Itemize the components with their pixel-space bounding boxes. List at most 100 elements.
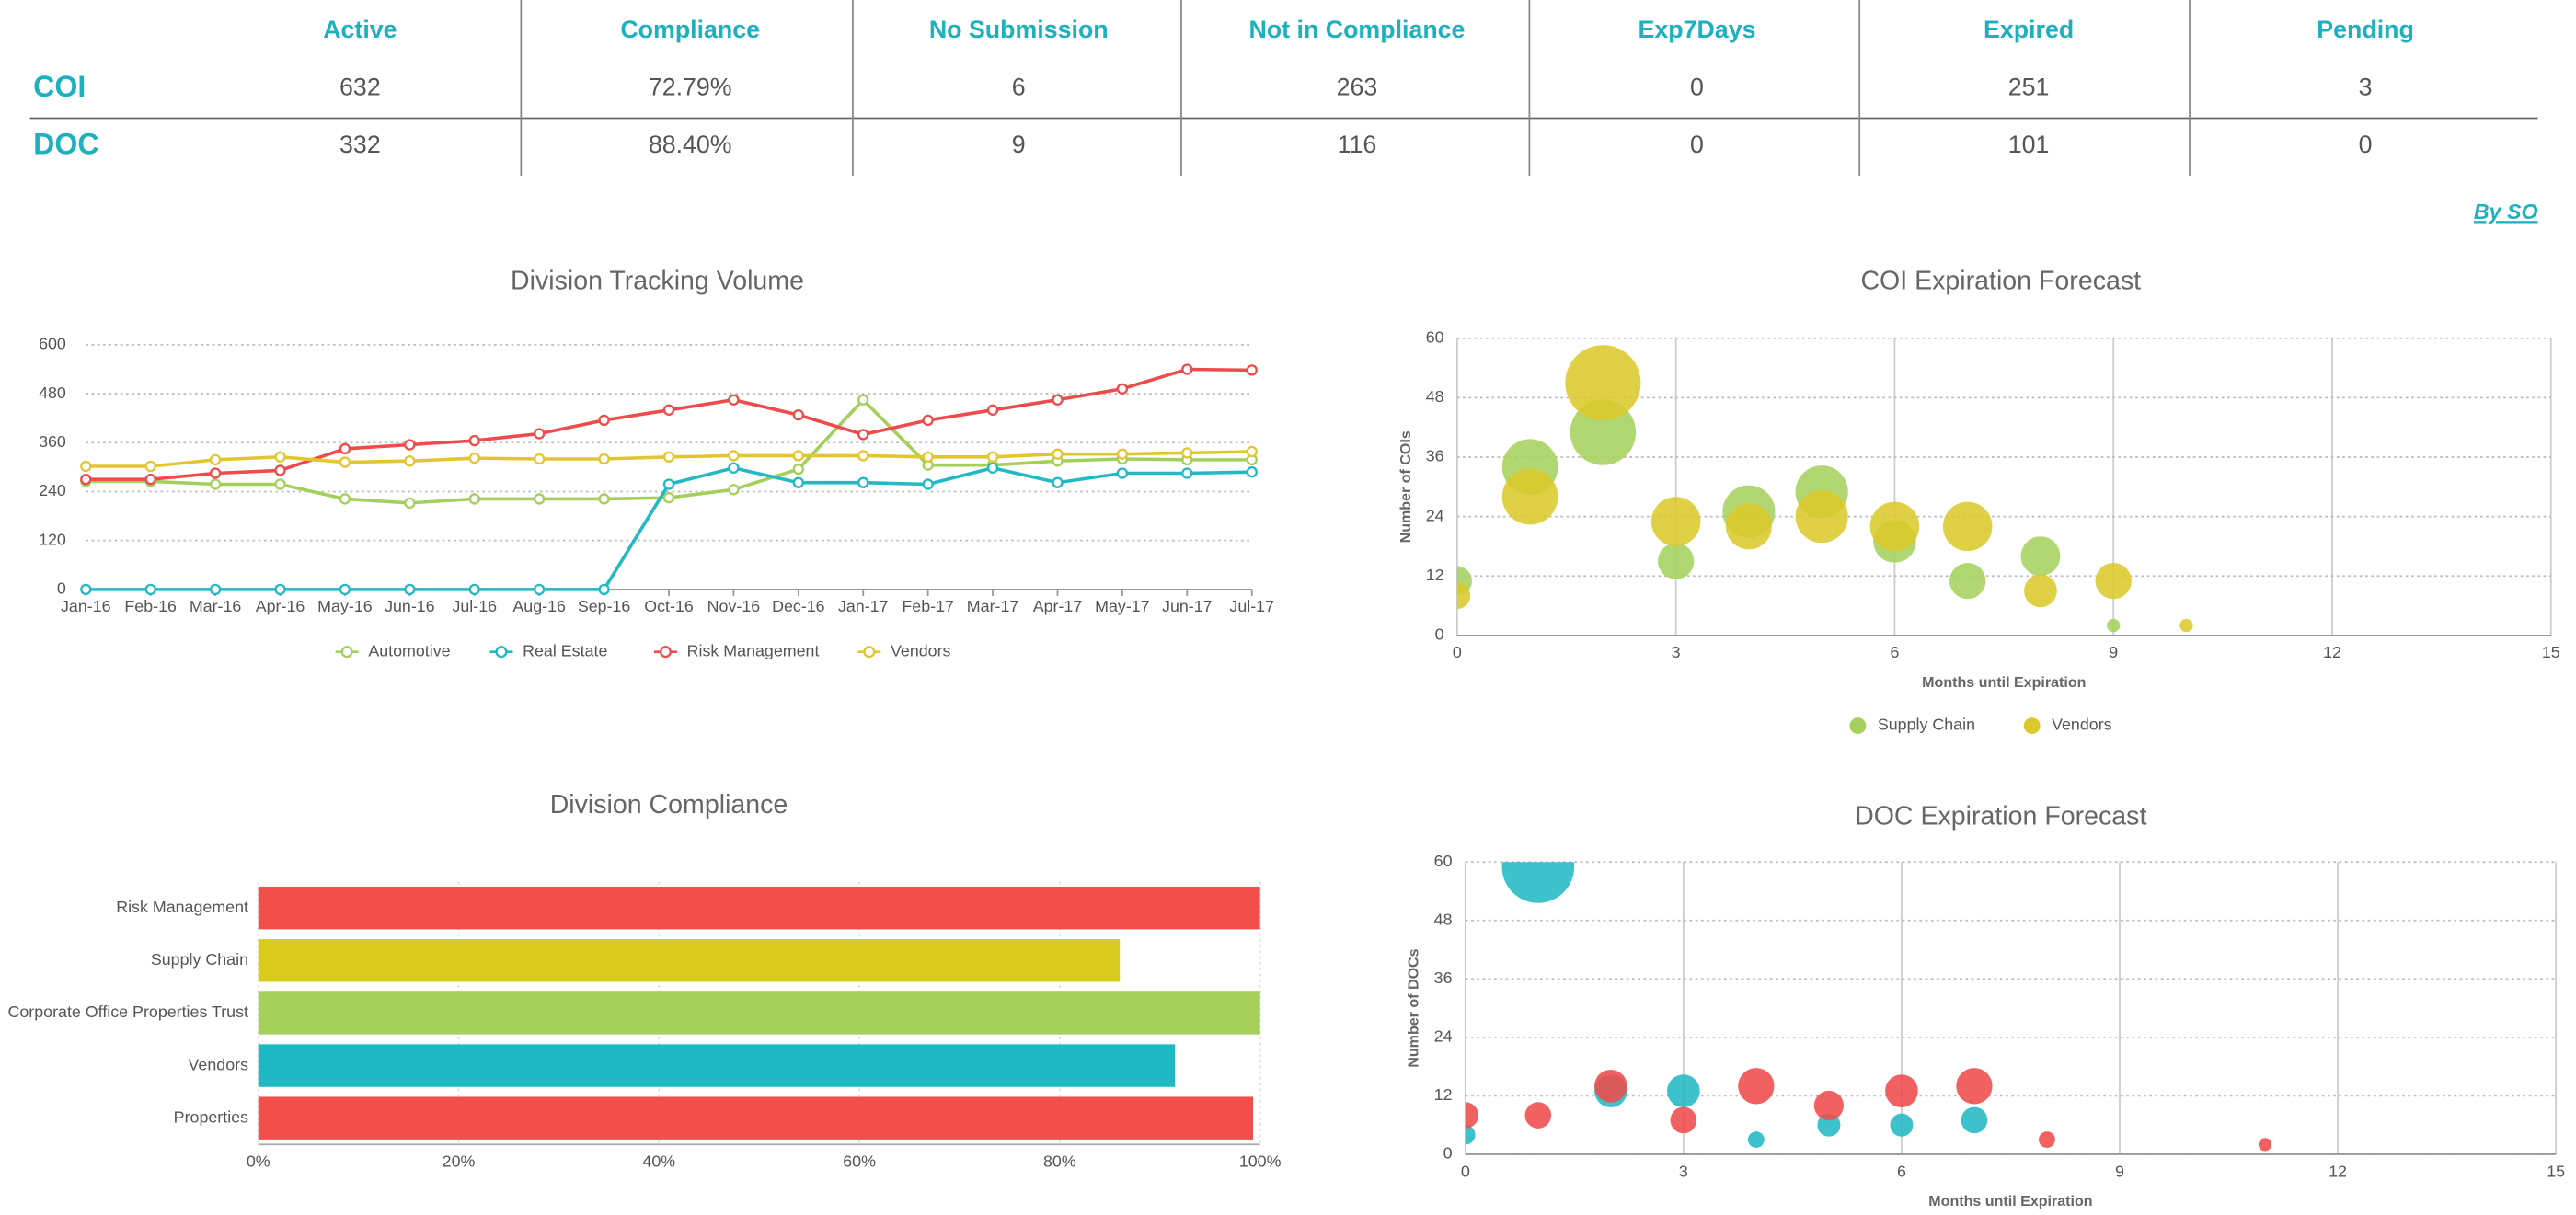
legend-label: Supply Chain [1878, 716, 1975, 734]
point [1116, 467, 1129, 479]
x-axis-label: Months until Expiration [1928, 1193, 2092, 1209]
x-tick-label: Mar-17 [967, 597, 1019, 615]
bubble [1501, 862, 1575, 903]
bubble [1885, 1074, 1918, 1107]
bubble [1456, 582, 1471, 610]
legend-label: Real Estate [523, 641, 607, 659]
table-cell: 263 [1337, 73, 1378, 100]
bubble [1738, 1068, 1775, 1105]
column-header: Expired [1984, 16, 2074, 43]
y-axis-label: Number of DOCs [1406, 948, 1422, 1067]
point [792, 476, 804, 488]
bubble [1524, 1102, 1552, 1129]
y-tick-label: 48 [1434, 910, 1453, 928]
table-cell: 116 [1338, 131, 1377, 158]
bubble [1747, 1131, 1765, 1148]
by-so-link[interactable]: By SO [2474, 200, 2538, 224]
column-header: Active [323, 16, 397, 43]
plot-area [1456, 345, 2193, 633]
legend-label: Vendors [891, 641, 951, 659]
legend-marker [1849, 717, 1867, 734]
x-tick-label: Jun-17 [1162, 597, 1213, 615]
bubble [2024, 574, 2057, 608]
table-cell: 332 [339, 131, 381, 158]
point [1246, 445, 1258, 458]
point [274, 451, 286, 463]
point [857, 476, 869, 488]
x-tick-label: Oct-16 [644, 597, 694, 615]
point [728, 462, 740, 474]
x-tick-label: 15 [2547, 1162, 2565, 1180]
bar [258, 939, 1121, 982]
x-tick-label: May-16 [317, 597, 373, 615]
point [468, 493, 480, 505]
point [534, 493, 546, 505]
bubble [2179, 618, 2193, 633]
point [662, 491, 675, 504]
point [1052, 476, 1064, 488]
point [274, 464, 286, 476]
point [274, 583, 286, 596]
point [986, 451, 999, 463]
bubble [1942, 501, 1993, 552]
category-label: Corporate Office Properties Trust [8, 1003, 249, 1021]
x-tick-label: 9 [2115, 1162, 2124, 1180]
y-axis-label: Number of COIs [1397, 430, 1414, 543]
bubble [1667, 1074, 1700, 1107]
x-tick-label: Apr-17 [1033, 597, 1083, 615]
bubble [2039, 1131, 2055, 1148]
point [1181, 467, 1193, 479]
point [468, 583, 480, 596]
bubble [2258, 1138, 2272, 1152]
x-tick-label: 3 [1679, 1162, 1688, 1180]
point [144, 474, 156, 486]
bar [258, 1096, 1254, 1140]
plot-area [1465, 862, 2272, 1152]
point [1052, 394, 1064, 406]
bar [258, 886, 1260, 930]
point [404, 455, 416, 467]
point [792, 463, 804, 476]
x-tick-label: 0% [247, 1152, 270, 1171]
point [209, 467, 222, 479]
table-cell: 251 [2008, 73, 2050, 100]
point [468, 434, 480, 447]
point [209, 583, 222, 596]
point [339, 456, 351, 468]
bubble [1501, 468, 1558, 525]
point [209, 478, 222, 490]
bubble [1949, 562, 1986, 600]
y-tick-label: 0 [57, 579, 66, 598]
y-tick-label: 24 [1434, 1027, 1453, 1046]
x-tick-label: 3 [1672, 643, 1681, 661]
point [728, 394, 740, 406]
bubble [1658, 543, 1695, 579]
point [339, 442, 351, 455]
y-tick-label: 600 [39, 335, 66, 353]
y-tick-label: 12 [1426, 566, 1444, 584]
point [534, 428, 546, 440]
point [598, 453, 610, 465]
y-tick-label: 60 [1434, 852, 1453, 870]
point [80, 583, 92, 596]
point [792, 408, 804, 421]
bar [258, 1044, 1176, 1087]
x-tick-label: 9 [2109, 643, 2118, 661]
x-tick-label: 15 [2542, 643, 2560, 661]
x-tick-label: 12 [2329, 1162, 2347, 1180]
y-tick-label: 120 [39, 530, 66, 548]
x-tick-label: Aug-16 [512, 597, 566, 615]
bubble [1961, 1106, 1988, 1134]
bubble [1890, 1113, 1914, 1137]
bubble [2095, 562, 2132, 600]
x-tick-label: Jul-17 [1229, 597, 1274, 615]
point [922, 478, 934, 490]
table-cell: 0 [1690, 73, 1704, 100]
point [404, 583, 416, 596]
x-tick-label: Feb-16 [124, 597, 177, 615]
point [728, 484, 740, 496]
x-tick-label: 6 [1890, 643, 1899, 661]
table-cell: 0 [2359, 131, 2373, 158]
table-cell: 3 [2359, 73, 2373, 100]
x-tick-label: 0 [1453, 643, 1462, 661]
